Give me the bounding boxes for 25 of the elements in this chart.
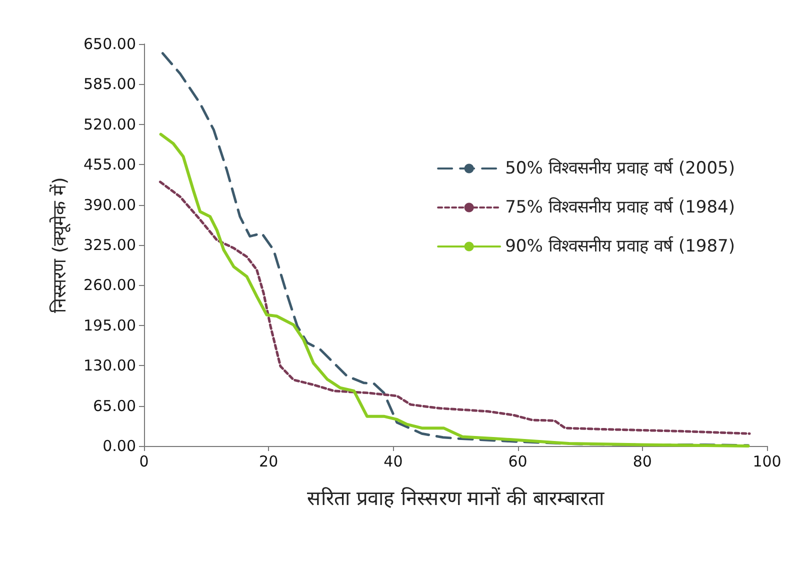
x-tick-label: 20 — [259, 452, 278, 470]
x-tick-label: 100 — [752, 452, 782, 470]
y-tick-label: 650.00 — [84, 35, 136, 53]
y-tick-label: 325.00 — [84, 236, 136, 254]
x-tick-label: 0 — [139, 452, 149, 470]
y-tick-label: 0.00 — [102, 437, 136, 455]
y-tick-label: 195.00 — [84, 316, 136, 334]
x-tick-label: 80 — [632, 452, 652, 470]
line-series — [159, 132, 750, 448]
y-tick-label: 520.00 — [84, 115, 136, 134]
y-axis-title: निस्सरण (क्यूमेक में) — [48, 177, 70, 313]
y-tick-label: 390.00 — [84, 196, 136, 214]
legend-label: 50% विश्वसनीय प्रवाह वर्ष (2005) — [505, 158, 736, 178]
y-tick-label: 455.00 — [84, 156, 136, 174]
x-tick-label: 60 — [508, 452, 528, 470]
legend-label: 90% विश्वसनीय प्रवाह वर्ष (1987) — [505, 236, 736, 256]
y-tick-label: 260.00 — [84, 276, 136, 294]
x-axis-title: सरिता प्रवाह निस्सरण मानों की बारम्बारता — [307, 486, 605, 510]
line-series — [161, 52, 750, 447]
y-tick-label: 130.00 — [84, 356, 136, 375]
legend-label: 75% विश्वसनीय प्रवाह वर्ष (1984) — [505, 196, 736, 218]
y-tick-label: 65.00 — [93, 396, 136, 415]
y-tick-label: 585.00 — [84, 75, 136, 94]
line-series — [158, 180, 751, 435]
x-tick-label: 40 — [384, 452, 403, 470]
